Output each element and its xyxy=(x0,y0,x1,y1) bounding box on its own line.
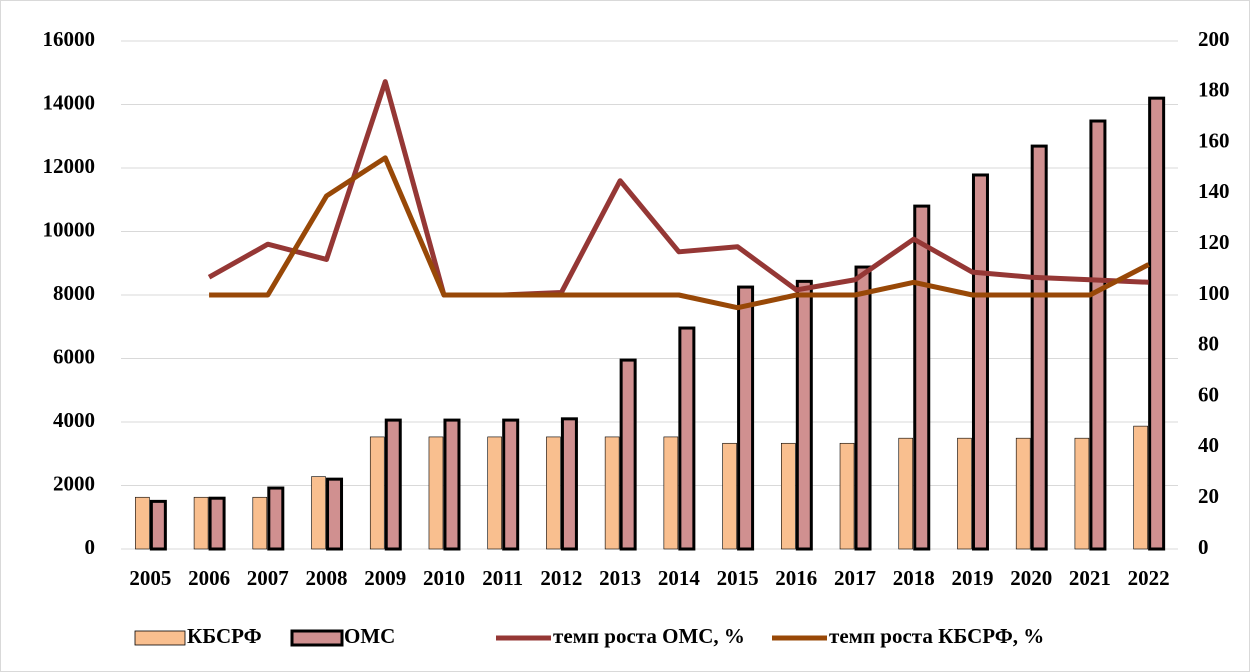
x-tick-label: 2020 xyxy=(1010,566,1052,590)
line xyxy=(207,79,1149,298)
y-tick-label: 10000 xyxy=(43,217,96,241)
x-tick-label: 2011 xyxy=(482,566,523,590)
x-tick-label: 2005 xyxy=(129,566,171,590)
bar xyxy=(1148,96,1166,551)
legend-label: темп роста ОМС, % xyxy=(553,624,745,648)
y2-tick-label: 20 xyxy=(1198,484,1219,508)
bar xyxy=(663,436,679,550)
bar xyxy=(1015,437,1031,550)
y-tick-label: 6000 xyxy=(53,344,95,368)
bar xyxy=(443,418,461,551)
bar xyxy=(252,496,268,550)
y2-tick-label: 180 xyxy=(1198,78,1230,102)
x-tick-label: 2021 xyxy=(1069,566,1111,590)
legend-label: КБСРФ xyxy=(187,624,262,648)
y2-tick-label: 0 xyxy=(1198,535,1209,559)
bar xyxy=(854,265,872,551)
y2-tick-label: 160 xyxy=(1198,128,1230,152)
y-tick-label: 8000 xyxy=(53,281,95,305)
x-tick-label: 2019 xyxy=(951,566,993,590)
x-tick-label: 2022 xyxy=(1128,566,1170,590)
bar xyxy=(560,417,578,551)
bar xyxy=(913,204,931,551)
legend-swatch xyxy=(134,630,186,646)
bar xyxy=(487,436,502,550)
y2-tick-label: 60 xyxy=(1198,382,1219,406)
bar xyxy=(1074,437,1090,550)
bar xyxy=(604,436,620,550)
bar xyxy=(1089,119,1107,551)
bar xyxy=(369,436,385,550)
x-tick-label: 2013 xyxy=(599,566,641,590)
bar xyxy=(208,496,226,551)
bar xyxy=(722,442,737,550)
x-tick-label: 2012 xyxy=(540,566,582,590)
y-tick-label: 2000 xyxy=(53,471,95,495)
x-tick-label: 2015 xyxy=(717,566,759,590)
y2-tick-label: 40 xyxy=(1198,433,1219,457)
bar xyxy=(619,358,637,551)
bar xyxy=(311,476,326,550)
x-tick-label: 2010 xyxy=(423,566,465,590)
bar xyxy=(839,442,855,550)
legend-label: темп роста КБСРФ, % xyxy=(829,624,1044,648)
bar xyxy=(267,486,285,551)
x-tick-label: 2017 xyxy=(834,566,876,590)
y-tick-label: 12000 xyxy=(43,154,96,178)
bar xyxy=(546,436,561,550)
bar xyxy=(135,496,150,550)
bar xyxy=(957,437,972,550)
x-tick-label: 2008 xyxy=(306,566,348,590)
bar xyxy=(384,418,402,551)
y2-tick-label: 120 xyxy=(1198,230,1230,254)
x-tick-label: 2009 xyxy=(364,566,406,590)
x-tick-label: 2006 xyxy=(188,566,230,590)
y-tick-label: 4000 xyxy=(53,408,95,432)
x-tick-label: 2018 xyxy=(893,566,935,590)
bar xyxy=(737,285,755,551)
x-tick-label: 2016 xyxy=(775,566,817,590)
bar xyxy=(1030,144,1048,551)
bar xyxy=(781,442,796,550)
bar xyxy=(678,326,696,551)
bar xyxy=(326,477,344,551)
y2-tick-label: 200 xyxy=(1198,27,1230,51)
legend-swatch xyxy=(290,629,344,647)
bar xyxy=(898,437,914,550)
y-tick-label: 16000 xyxy=(43,27,96,51)
bar xyxy=(149,499,167,551)
y-tick-label: 14000 xyxy=(43,90,96,114)
y-tick-label: 0 xyxy=(85,535,96,559)
line xyxy=(209,155,1150,311)
y2-tick-label: 100 xyxy=(1198,281,1230,305)
legend-label: ОМС xyxy=(344,624,395,648)
bar xyxy=(971,173,989,551)
bar xyxy=(795,279,813,551)
bar xyxy=(1133,425,1148,550)
bar xyxy=(428,436,444,550)
bar xyxy=(193,496,209,550)
y2-tick-label: 80 xyxy=(1198,332,1219,356)
x-tick-label: 2014 xyxy=(658,566,701,590)
bar xyxy=(502,418,520,551)
x-tick-label: 2007 xyxy=(247,566,289,590)
y2-tick-label: 140 xyxy=(1198,179,1230,203)
